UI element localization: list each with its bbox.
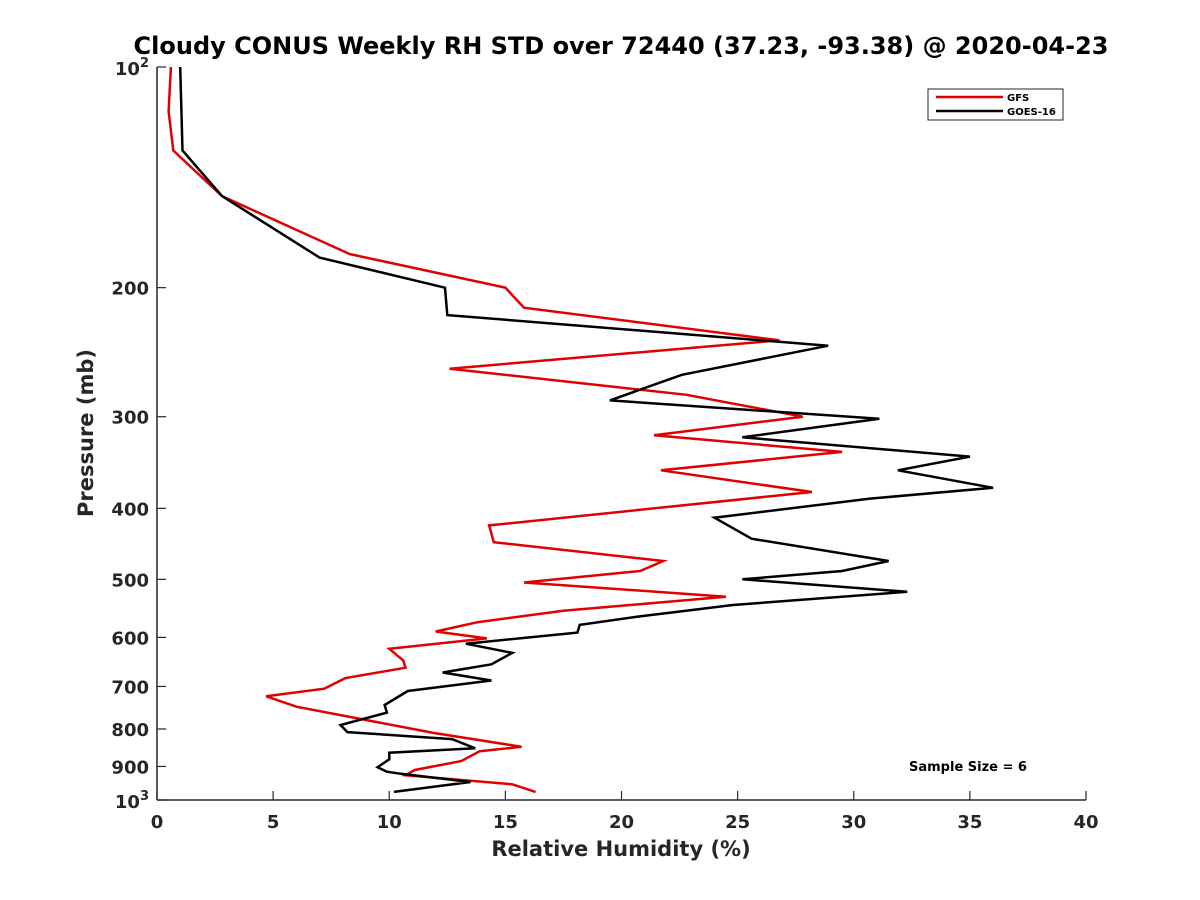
y-tick-label: 900: [111, 757, 149, 778]
legend: GFS GOES-16: [927, 88, 1064, 121]
x-tick-label: 15: [493, 812, 518, 833]
x-tick-label: 40: [1073, 812, 1098, 833]
plot-area: [157, 67, 1086, 800]
x-tick-label: 10: [377, 812, 402, 833]
y-tick-label: 600: [111, 628, 149, 649]
x-axis-label: Relative Humidity (%): [491, 837, 750, 861]
legend-label-gfs: GFS: [1007, 93, 1029, 104]
y-tick-label: 200: [111, 279, 149, 300]
y-tick-label: 400: [111, 499, 149, 520]
x-tick-label: 30: [841, 812, 866, 833]
sample-size-annotation: Sample Size = 6: [909, 760, 1027, 775]
x-tick-label: 35: [957, 812, 982, 833]
y-ticks: 102 200 300 400 500 600 700 800 900 103: [111, 56, 166, 813]
y-tick-label: 300: [111, 408, 149, 429]
x-ticks: 0 5 10 15 20 25 30 35 40: [151, 791, 1099, 833]
x-tick-label: 25: [725, 812, 750, 833]
series-layer: [167, 66, 994, 794]
y-tick-label: 103: [115, 789, 149, 813]
legend-box: [927, 88, 1064, 121]
y-axis-label: Pressure (mb): [74, 349, 98, 517]
y-tick-label: 500: [111, 570, 149, 591]
y-tick-label: 800: [111, 720, 149, 741]
legend-label-goes16: GOES-16: [1007, 107, 1056, 118]
series-line-goes16: [178, 66, 994, 794]
chart-title: Cloudy CONUS Weekly RH STD over 72440 (3…: [134, 32, 1109, 60]
series-line-gfs: [167, 66, 843, 794]
y-tick-label: 102: [115, 56, 149, 80]
y-tick-label: 700: [111, 677, 149, 698]
x-tick-label: 5: [267, 812, 280, 833]
x-tick-label: 20: [609, 812, 634, 833]
x-tick-label: 0: [151, 812, 164, 833]
